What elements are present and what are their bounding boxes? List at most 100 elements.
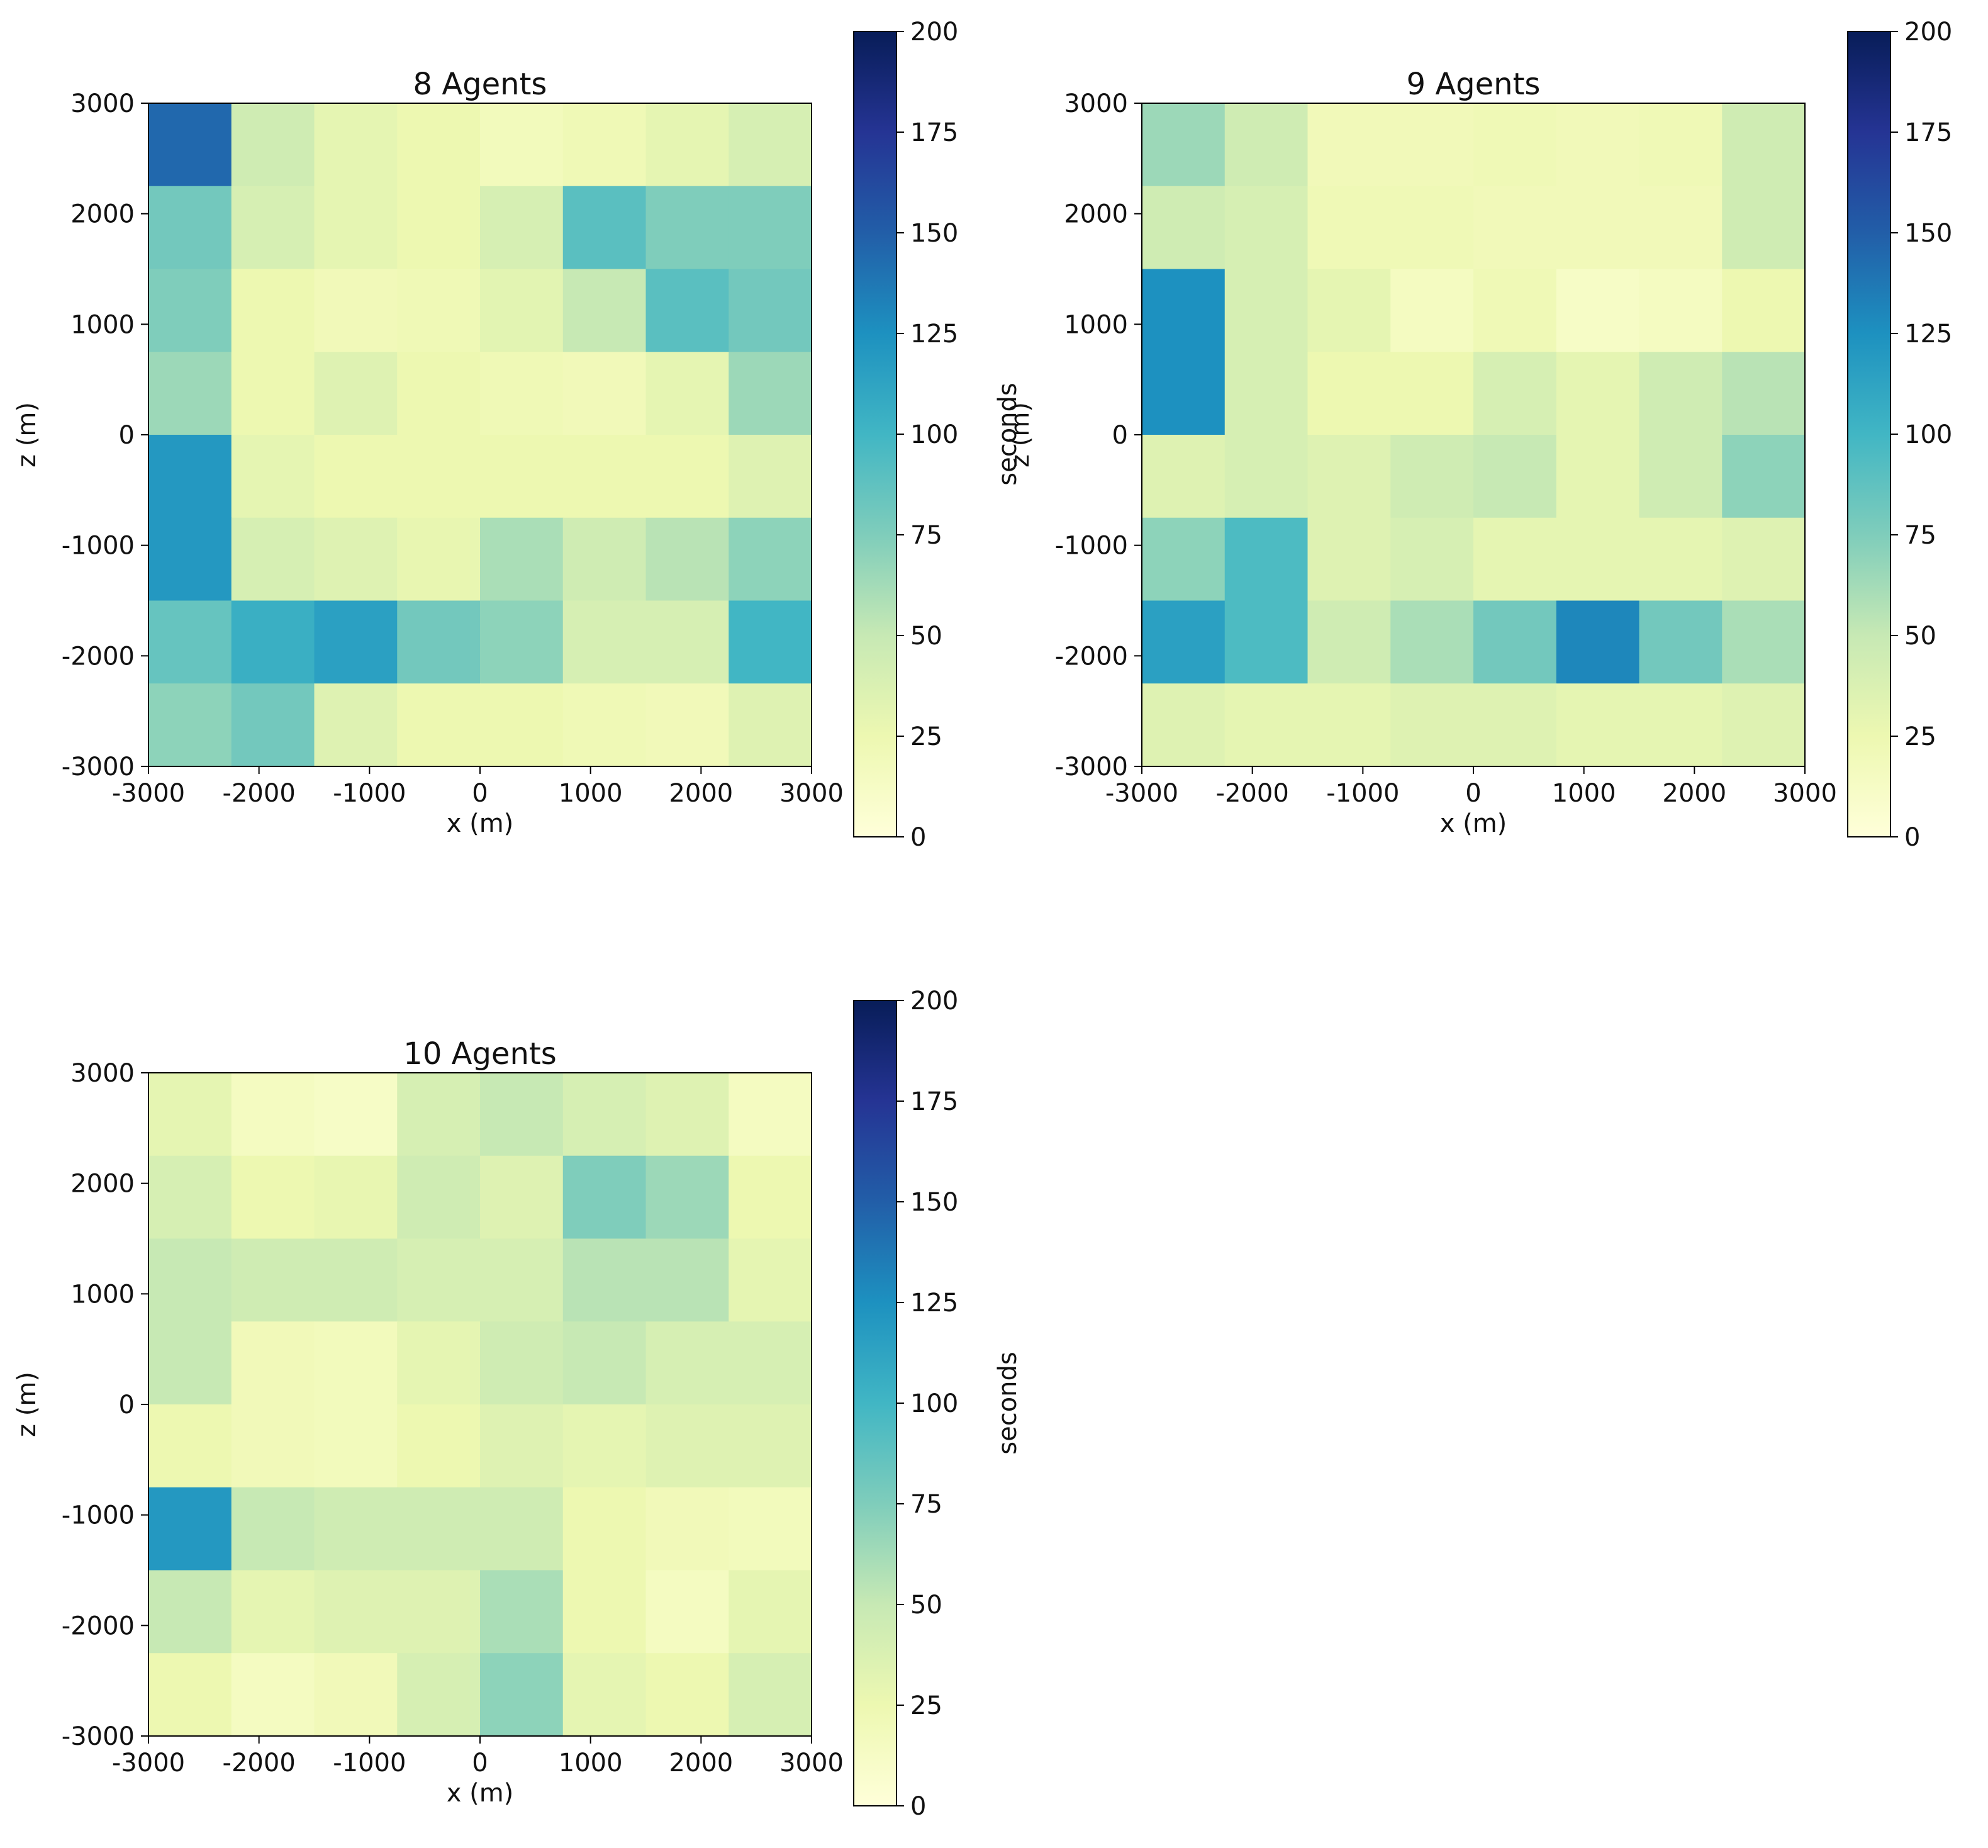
heatmap-cell [1224,269,1309,352]
y-tick-label: -2000 [62,642,135,671]
heatmap-cell [231,1487,315,1571]
heatmap-cell [1307,517,1391,602]
colorbar-tick-label: 175 [910,1087,958,1116]
heatmap-cell [1556,683,1640,767]
x-tick-label: 0 [1465,779,1481,808]
x-tick-label: -2000 [223,1749,296,1778]
panel-title: 10 Agents [403,1036,556,1072]
heatmap-cell [645,517,729,602]
heatmap-cell [480,1321,564,1405]
colorbar-tick-label: 50 [1904,622,1936,651]
y-tick-label: -1000 [62,532,135,561]
heatmap-cell [645,1155,729,1240]
x-tick-label: 2000 [669,1749,733,1778]
heatmap-cell [314,1404,398,1488]
heatmap-cell [562,103,647,187]
y-tick-label: 2000 [70,1170,135,1199]
heatmap-cell [314,1570,398,1654]
x-tick-label: -2000 [1216,779,1289,808]
heatmap-cell [1473,435,1557,518]
x-tick-label: 3000 [779,779,844,808]
heatmap-cell [1390,435,1474,518]
heatmap-cell [562,600,647,684]
colorbar-tick-label: 0 [910,823,926,852]
heatmap-cell [1556,269,1640,352]
heatmap-cell [148,352,232,435]
heatmap-cell [1390,103,1474,187]
y-tick-label: -2000 [62,1611,135,1640]
heatmap-cell [480,1570,564,1654]
heatmap-cell [314,269,398,352]
heatmap-cell [314,683,398,767]
heatmap-cell [1722,103,1806,187]
y-tick-label: 1000 [70,310,135,339]
heatmap-cell [480,435,564,518]
colorbar-scale [853,1000,897,1806]
heatmap-cell [1390,269,1474,352]
heatmap-cell [314,1321,398,1405]
heatmap-cell [1307,186,1391,270]
heatmap-cell [314,435,398,518]
heatmap-cell [645,600,729,684]
heatmap-cell [729,1155,812,1240]
heatmap-panel-8-agents: 8 Agents -3000 -2000 -1000 0 1000 2000 3000 x (m… [13,67,844,838]
x-tick-label: 1000 [1552,779,1616,808]
heatmap-cell [1224,352,1309,435]
x-axis-label: x (m) [1440,809,1507,838]
heatmap-cell [562,1404,647,1488]
heatmap-cell [1722,517,1806,602]
heatmap-cell [397,1073,481,1156]
colorbar-tick-label: 50 [910,1591,942,1620]
heatmap-cell [729,103,812,187]
colorbar-label: seconds [993,1352,1022,1455]
heatmap-cell [1556,352,1640,435]
heatmap-cell [1307,352,1391,435]
heatmap-cell [397,1404,481,1488]
y-tick-label: 3000 [1064,89,1128,118]
heatmap-cell [562,1073,647,1156]
x-tick-label: 0 [472,1749,488,1778]
colorbar-tick-label: 75 [910,1490,942,1519]
heatmap-cell [1722,435,1806,518]
heatmap-cell [645,1073,729,1156]
heatmap-cell [1224,517,1309,602]
heatmap-cell [148,1570,232,1654]
y-tick-label: 2000 [70,200,135,229]
colorbar-tick-label: 150 [910,219,958,248]
heatmap-cell [562,269,647,352]
heatmap-cell [729,1238,812,1322]
heatmap-panel-10-agents: 10 Agents -3000 -2000 -1000 0 1000 2000 3000 x (… [13,1036,844,1808]
colorbar-scale [1847,31,1891,837]
x-tick-label: -1000 [333,1749,406,1778]
heatmap-cell [397,103,481,187]
colorbar-tick-label: 200 [910,987,958,1016]
x-tick-label: -3000 [1105,779,1178,808]
heatmap-cell [1639,600,1723,684]
heatmap-cell [729,269,812,352]
heatmap-cell [397,269,481,352]
colorbar-tick-label: 125 [1904,320,1952,349]
heatmap-cell [1556,103,1640,187]
colorbar-scale [853,31,897,837]
heatmap-cell [562,683,647,767]
heatmap-cell [1142,352,1226,435]
colorbar-tick-label: 125 [910,320,958,349]
heatmap-cell [1224,103,1309,187]
heatmap-cell [1639,103,1723,187]
heatmap-cell [1224,683,1309,767]
heatmap-cell [314,1487,398,1571]
y-tick-label: -1000 [62,1501,135,1530]
heatmap-cell [1473,103,1557,187]
x-tick-label: 1000 [559,1749,623,1778]
colorbar-tick-label: 50 [910,622,942,651]
y-tick-label: -3000 [1055,753,1128,781]
x-tick-label: -1000 [1326,779,1399,808]
colorbar-tick-label: 200 [910,18,958,47]
heatmap-cell [397,1487,481,1571]
heatmap-cell [562,352,647,435]
heatmap-cell [645,435,729,518]
